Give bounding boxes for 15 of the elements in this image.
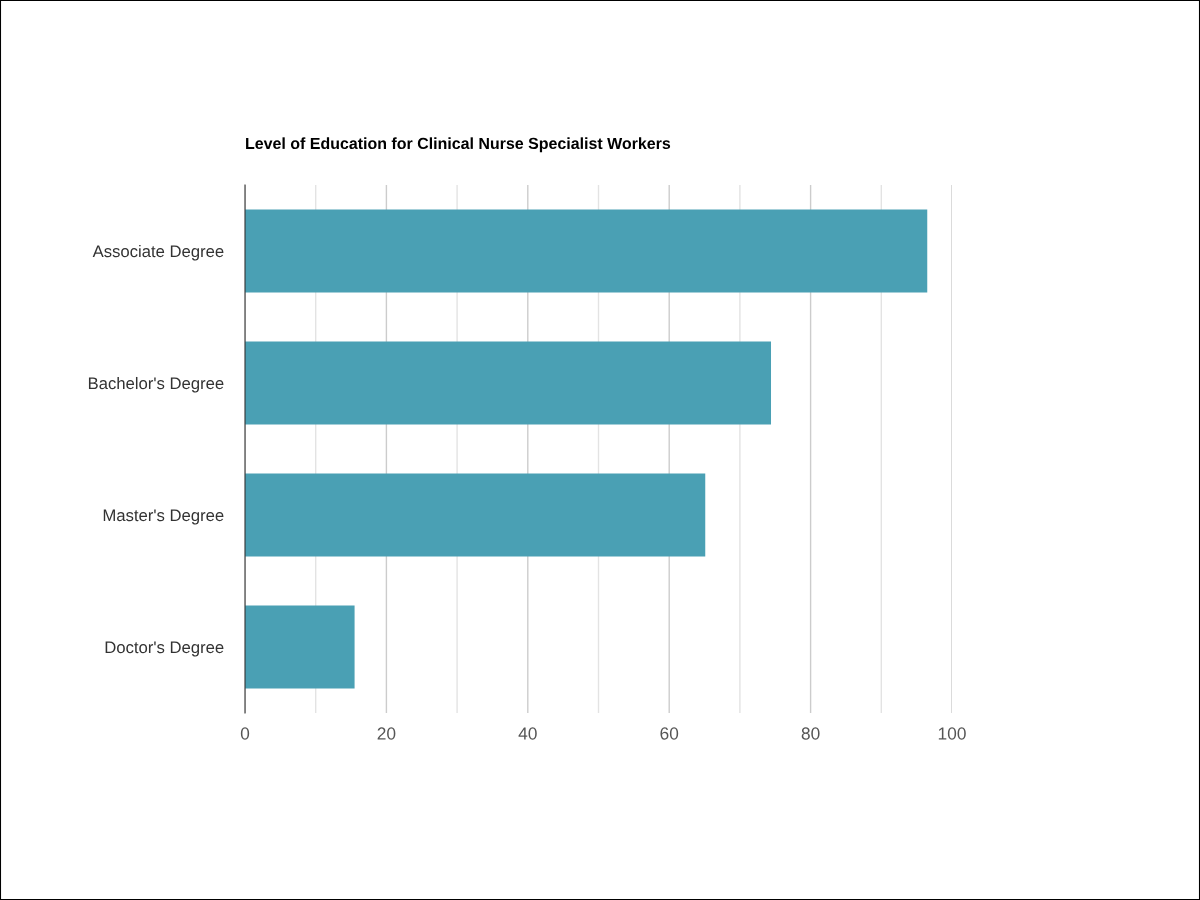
x-tick-label: 0 (240, 727, 250, 740)
x-tick-label: 60 (660, 727, 679, 740)
bar (245, 209, 928, 293)
x-tick-label: 80 (801, 727, 820, 740)
y-tick-label: Master's Degree (103, 509, 224, 525)
bar (245, 341, 772, 425)
chart-title: Level of Education for Clinical Nurse Specialist Workers (246, 137, 671, 153)
y-tick-label: Doctor's Degree (105, 641, 224, 657)
y-tick-label: Associate Degree (92, 244, 224, 261)
x-tick-label: 40 (518, 727, 537, 740)
bar (245, 473, 706, 557)
x-tick-label: 20 (377, 727, 396, 740)
x-tick-label: 100 (938, 727, 966, 740)
bar (245, 605, 355, 689)
y-tick-label: Bachelor's Degree (88, 376, 224, 393)
